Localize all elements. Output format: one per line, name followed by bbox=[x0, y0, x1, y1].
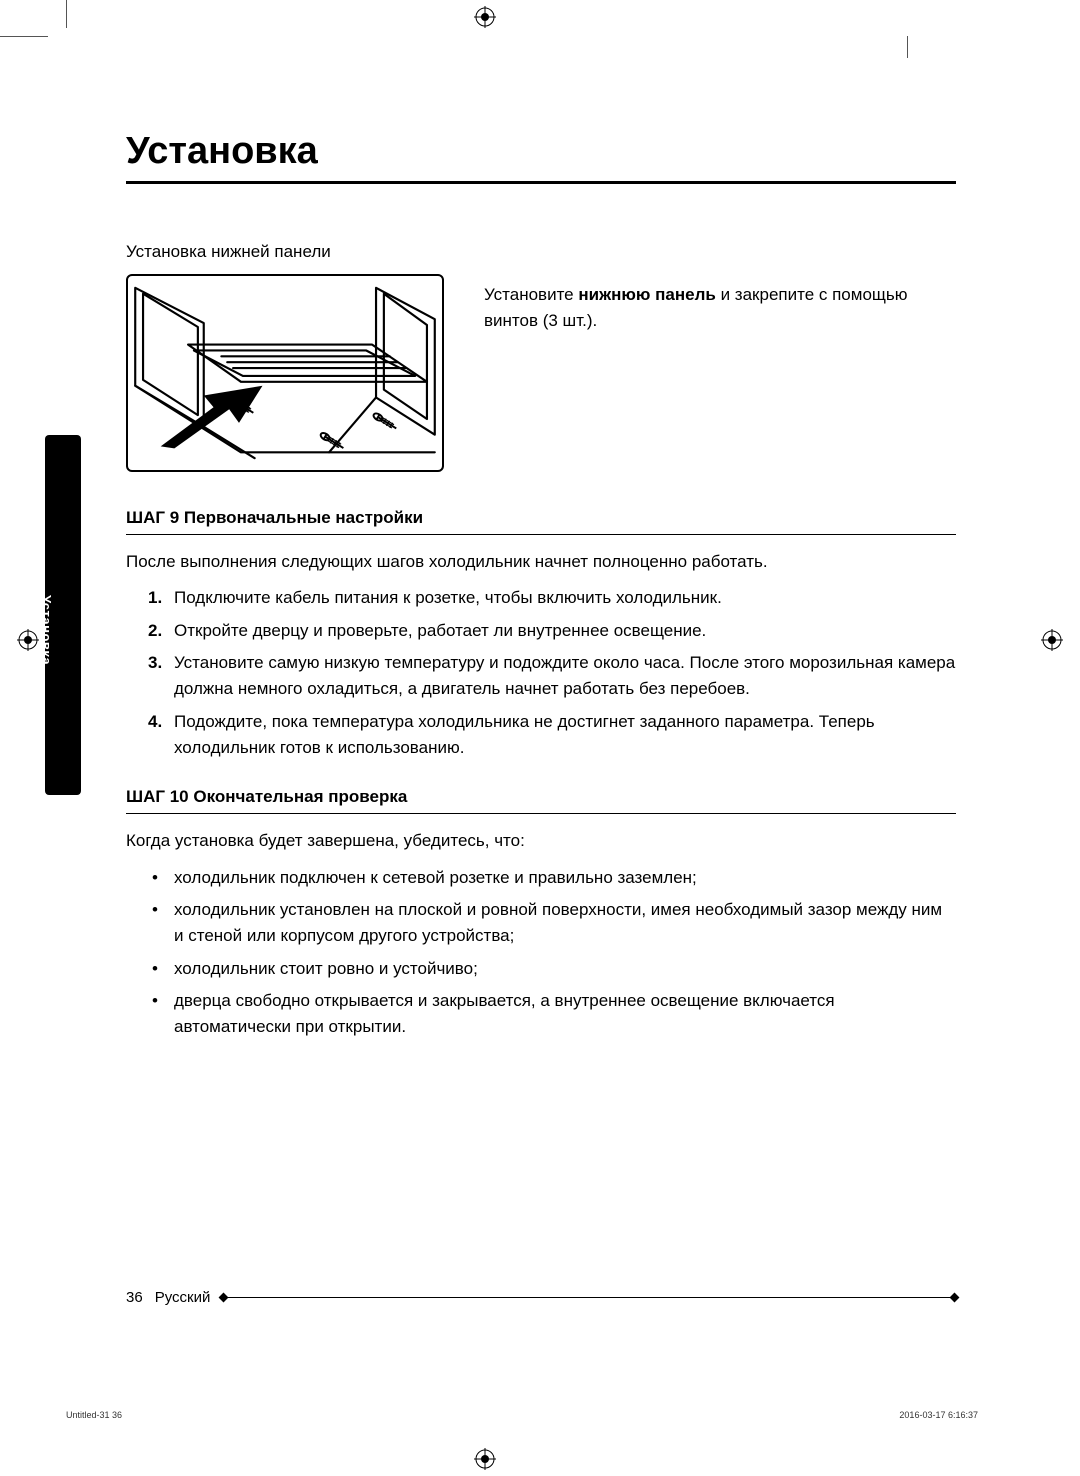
step10-intro: Когда установка будет завершена, убедите… bbox=[126, 828, 956, 854]
list-item: Установите самую низкую температуру и по… bbox=[126, 650, 956, 703]
step10-heading: ШАГ 10 Окончательная проверка bbox=[126, 787, 956, 814]
list-item: Подождите, пока температура холодильника… bbox=[126, 709, 956, 762]
imprint-right: 2016-03-17 6:16:37 bbox=[899, 1410, 978, 1420]
figure-caption: Установите нижнюю панель и закрепите с п… bbox=[484, 274, 956, 472]
registration-mark-icon bbox=[17, 629, 39, 651]
crop-mark bbox=[907, 36, 908, 58]
figure-row: Установите нижнюю панель и закрепите с п… bbox=[126, 274, 956, 472]
registration-mark-icon bbox=[1041, 629, 1063, 651]
crop-mark bbox=[66, 0, 67, 28]
bottom-panel-diagram-icon bbox=[132, 280, 438, 466]
step9-list: Подключите кабель питания к розетке, что… bbox=[126, 585, 956, 761]
installation-illustration bbox=[126, 274, 444, 472]
page-language: Русский bbox=[155, 1289, 211, 1306]
page-footer: 36 Русский bbox=[126, 1289, 956, 1306]
section-subtitle: Установка нижней панели bbox=[126, 242, 956, 262]
registration-mark-icon bbox=[474, 6, 496, 28]
figure-caption-prefix: Установите bbox=[484, 285, 578, 304]
list-item: дверца свободно открывается и закрываетс… bbox=[126, 988, 956, 1041]
print-imprint: Untitled-31 36 2016-03-17 6:16:37 bbox=[66, 1410, 978, 1420]
list-item: холодильник установлен на плоской и ровн… bbox=[126, 897, 956, 950]
list-item: Откройте дверцу и проверьте, работает ли… bbox=[126, 618, 956, 644]
figure-caption-bold: нижнюю панель bbox=[578, 285, 716, 304]
page-title: Установка bbox=[126, 130, 956, 173]
list-item: Подключите кабель питания к розетке, что… bbox=[126, 585, 956, 611]
list-item: холодильник подключен к сетевой розетке … bbox=[126, 865, 956, 891]
title-rule bbox=[126, 181, 956, 184]
step9-intro: После выполнения следующих шагов холодил… bbox=[126, 549, 956, 575]
step9-heading: ШАГ 9 Первоначальные настройки bbox=[126, 508, 956, 535]
list-item: холодильник стоит ровно и устойчиво; bbox=[126, 956, 956, 982]
footer-rule bbox=[222, 1297, 956, 1298]
page-content: Установка Установка нижней панели bbox=[126, 130, 956, 1067]
step10-list: холодильник подключен к сетевой розетке … bbox=[126, 865, 956, 1041]
registration-mark-icon bbox=[474, 1448, 496, 1470]
page-number: 36 bbox=[126, 1289, 143, 1306]
section-tab-label: Установка bbox=[39, 595, 54, 665]
crop-mark bbox=[0, 36, 48, 37]
imprint-left: Untitled-31 36 bbox=[66, 1410, 122, 1420]
